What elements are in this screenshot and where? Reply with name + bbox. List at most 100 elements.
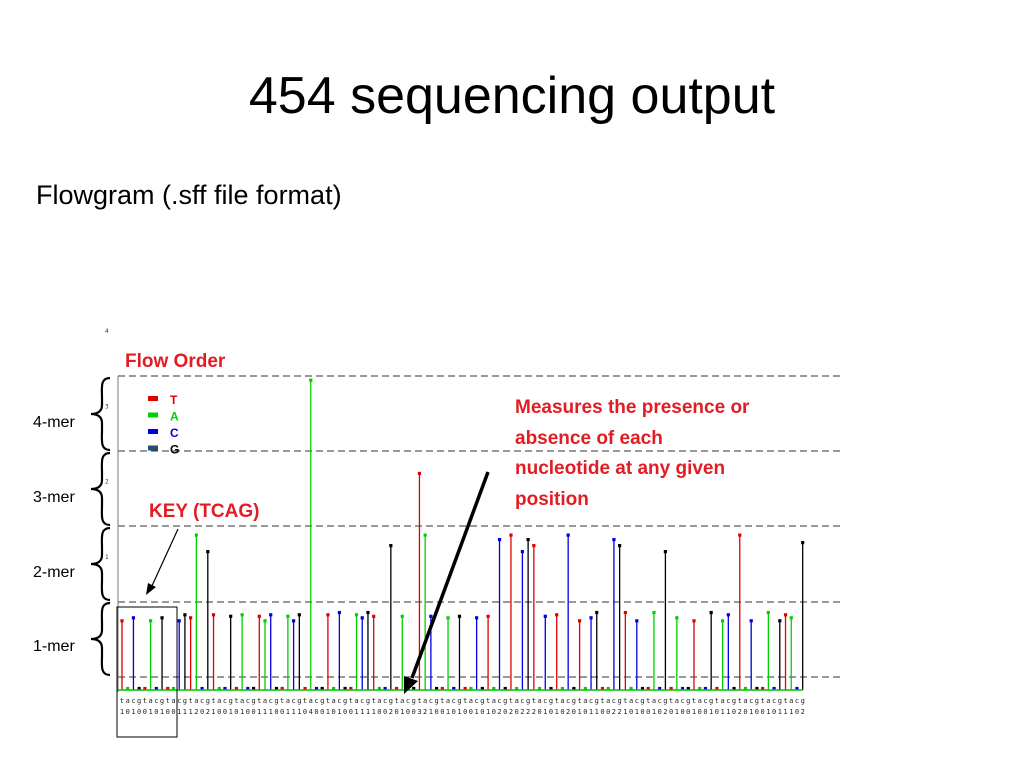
flow-bar-marker	[332, 686, 336, 691]
count-label: 0	[349, 708, 353, 716]
flow-bar-marker	[154, 686, 158, 691]
count-label: 0	[515, 708, 519, 716]
flow-letter: t	[303, 697, 307, 705]
flow-letter: c	[131, 697, 135, 705]
flow-letter: t	[715, 697, 719, 705]
flow-bar-marker	[618, 544, 622, 548]
count-label: 0	[703, 708, 707, 716]
flow-letter: a	[126, 697, 130, 705]
measures-label-line-3: nucleotide at any given	[515, 458, 725, 479]
flow-bar-marker	[795, 686, 799, 691]
count-label: 1	[429, 708, 433, 716]
flow-letter: t	[692, 697, 696, 705]
flow-letter: c	[154, 697, 158, 705]
flow-bar-marker	[640, 686, 645, 691]
flow-letter: c	[795, 697, 799, 705]
flow-bar-marker	[715, 686, 719, 691]
flow-bar-marker	[234, 686, 238, 691]
flow-letter: g	[572, 697, 576, 705]
flow-letter: g	[274, 697, 278, 705]
flow-bar-marker	[429, 614, 433, 618]
flow-letter: g	[480, 697, 484, 705]
flow-letter: a	[240, 697, 244, 705]
flow-bar-marker	[349, 686, 353, 691]
flow-letter: g	[686, 697, 690, 705]
braces	[90, 376, 111, 677]
count-label: 1	[337, 708, 341, 716]
flow-bar-marker	[560, 686, 565, 691]
flow-bar-marker	[778, 619, 782, 623]
flow-letter: a	[766, 697, 770, 705]
flow-letter: t	[532, 697, 536, 705]
flow-order-label: Flow Order	[125, 351, 226, 372]
flow-bar-marker	[217, 686, 221, 691]
flow-bar-marker	[206, 550, 210, 554]
flow-letter: t	[120, 697, 124, 705]
count-label: 0	[772, 708, 776, 716]
flow-bar-marker	[721, 619, 725, 623]
flow-letter: c	[543, 697, 547, 705]
count-label: 1	[766, 708, 770, 716]
flow-bar-marker	[446, 616, 450, 620]
flow-bar-marker	[286, 614, 290, 618]
flow-bar-marker	[497, 538, 502, 542]
flow-bar-marker	[486, 614, 490, 618]
count-label: 0	[383, 708, 387, 716]
flow-letter: a	[720, 697, 724, 705]
count-label: 0	[314, 708, 318, 716]
count-label: 0	[463, 708, 467, 716]
flow-bar-marker	[578, 619, 582, 623]
y-tick-label: 1	[105, 554, 109, 561]
mer-label-4: 4-mer	[33, 414, 75, 431]
flow-letter: a	[309, 697, 313, 705]
flow-letter: c	[337, 697, 341, 705]
measures-label-line-2: absence of each	[515, 428, 663, 449]
flow-letter: t	[372, 697, 376, 705]
count-label: 1	[326, 708, 330, 716]
mer-label-1: 1-mer	[33, 638, 75, 655]
flow-letter: c	[475, 697, 479, 705]
count-label: 1	[635, 708, 639, 716]
flow-letter: t	[280, 697, 284, 705]
flow-bar-marker	[629, 686, 633, 691]
count-label: 0	[377, 708, 381, 716]
flow-bar-marker	[692, 619, 696, 623]
count-label: 0	[669, 708, 673, 716]
flow-bar-marker	[537, 686, 542, 691]
flow-letter: a	[377, 697, 381, 705]
count-label: 1	[652, 708, 656, 716]
count-label: 1	[240, 708, 244, 716]
flow-bar-marker	[532, 544, 536, 548]
count-label: 0	[223, 708, 227, 716]
flow-bar-marker	[652, 610, 656, 615]
count-label: 1	[475, 708, 479, 716]
flowgram-bars	[120, 378, 805, 691]
count-label: 0	[469, 708, 473, 716]
flow-bar-marker	[292, 619, 296, 623]
count-label: 0	[600, 708, 604, 716]
flow-bar-marker	[549, 686, 553, 691]
count-label: 1	[595, 708, 599, 716]
count-label: 2	[497, 708, 501, 716]
flow-bar-marker	[274, 686, 279, 691]
flow-bar-marker	[149, 619, 153, 623]
flow-letter: c	[589, 697, 593, 705]
count-label: 0	[698, 708, 702, 716]
legend-label: G	[170, 443, 179, 457]
flow-letter: g	[343, 697, 347, 705]
brace-1-mer	[90, 601, 111, 677]
count-label: 0	[680, 708, 684, 716]
flow-bar-marker	[177, 619, 181, 623]
count-label: 0	[274, 708, 278, 716]
count-label: 1	[257, 708, 261, 716]
flow-letter: t	[349, 697, 353, 705]
count-label: 2	[532, 708, 536, 716]
flow-letter: c	[246, 697, 250, 705]
count-label: 1	[446, 708, 450, 716]
flow-letter: c	[383, 697, 387, 705]
flow-letter: g	[778, 697, 782, 705]
flow-letter: c	[635, 697, 639, 705]
flow-bar-marker	[211, 613, 216, 617]
count-label: 1	[286, 708, 290, 716]
